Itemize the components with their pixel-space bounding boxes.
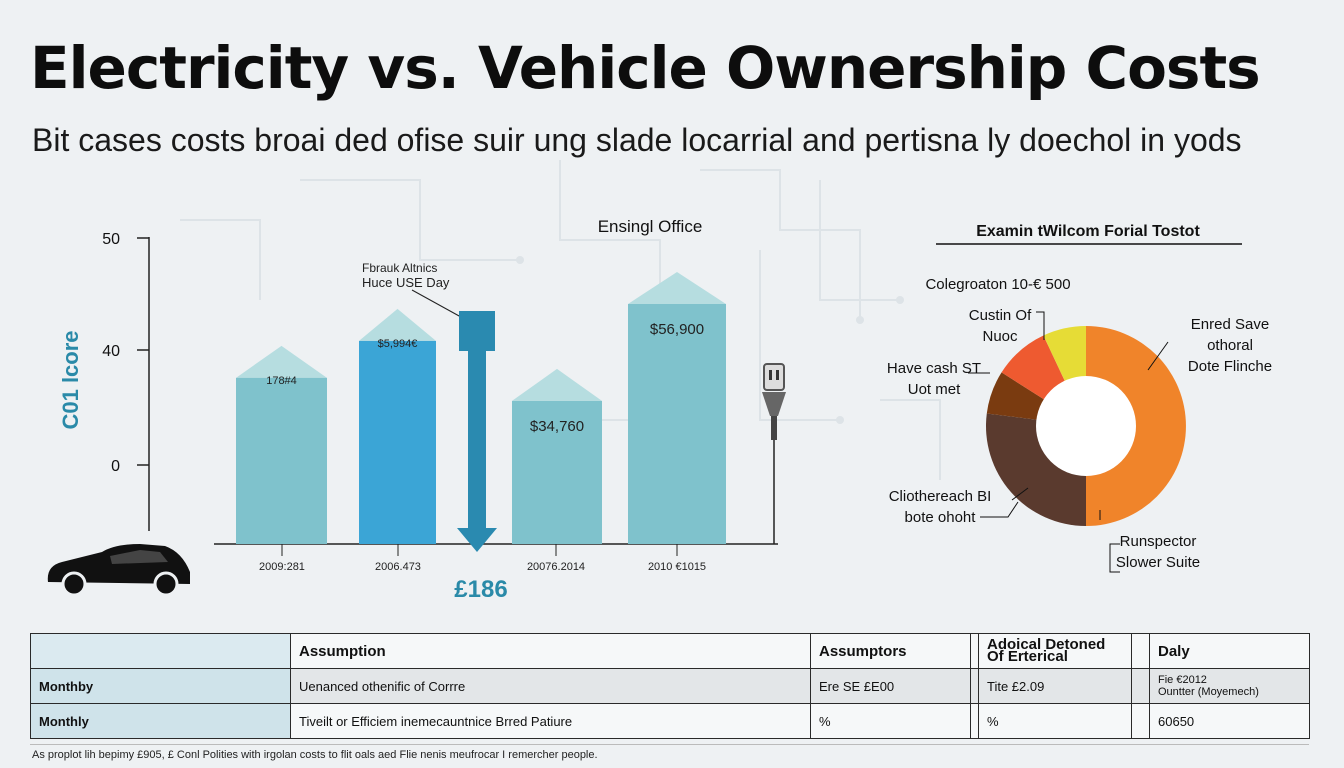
bar — [628, 304, 726, 544]
bar-chart-title: Ensingl Office — [598, 217, 703, 236]
y-tick-label: 40 — [102, 343, 120, 360]
footnote-divider — [30, 744, 1309, 745]
pie-leaders — [968, 311, 1169, 573]
annotation-arrow: Fbrauk Altnics Huce USE Day £186 — [362, 261, 508, 603]
car-icon — [47, 544, 191, 597]
bar-label: $5,994€ — [378, 338, 418, 350]
pie-slice-label: Cliothereach BI — [889, 488, 992, 505]
bar — [512, 400, 602, 544]
table-cell-line: Fie €2012 — [1158, 674, 1207, 686]
pie-slice-label: Custin Of — [969, 307, 1032, 324]
pie-slice-label: Runspector — [1120, 533, 1197, 550]
pie-slice-label: bote ohoht — [905, 509, 977, 526]
bar-chart: Ensingl Office C01 lcore 50 40 0 178#4 $5,9… — [47, 217, 786, 603]
table-cell-label: Monthby — [30, 668, 291, 704]
plug-icon — [762, 363, 786, 544]
pie-slice-label: Slower Suite — [1116, 554, 1200, 571]
bar-label: $34,760 — [530, 418, 584, 435]
table-cell: Tite £2.09 — [978, 668, 1132, 704]
page-title: Electricity vs. Vehicle Ownership Costs — [30, 34, 1261, 102]
bar-label: 178#4 — [266, 375, 297, 387]
pie-chart-title: Examin tWilcom Forial Tostot — [976, 223, 1200, 240]
table-header-cell — [30, 633, 291, 669]
bar-label: $56,900 — [650, 321, 704, 338]
table-cell-label: Monthly — [30, 703, 291, 739]
footnote: As proplot lih bepimy £905, £ Conl Polit… — [32, 749, 598, 761]
y-tick-label: 50 — [102, 231, 120, 248]
table-cell: % — [978, 703, 1132, 739]
annotation-label-2: Huce USE Day — [362, 275, 450, 290]
table-gap — [1131, 668, 1150, 704]
table-cell: % — [810, 703, 971, 739]
table-row: Monthly Tiveilt or Efficiem inemecauntni… — [30, 703, 1310, 739]
table-header-row: Assumption Assumptors Adoical Detoned Of… — [30, 633, 1310, 669]
pie-slice-label: Nuoc — [982, 328, 1018, 345]
bar-chart-ylabel: C01 lcore — [58, 330, 83, 429]
pie-top-label: Colegroaton 10-€ 500 — [925, 276, 1070, 293]
assumptions-table: Assumption Assumptors Adoical Detoned Of… — [30, 633, 1310, 739]
pie-slice-label: othoral — [1207, 337, 1253, 354]
annotation-label-1: Fbrauk Altnics — [362, 261, 437, 275]
table-header-cell: Assumption — [290, 633, 811, 669]
pie-slice-label: Uot met — [908, 381, 961, 398]
bar-roof — [236, 345, 327, 378]
table-gap — [1131, 703, 1150, 739]
table-cell: Fie €2012 Ountter (Moyemech) — [1149, 668, 1310, 704]
table-cell: Tiveilt or Efficiem inemecauntnice Brred… — [290, 703, 811, 739]
annotation-value: £186 — [454, 576, 507, 603]
x-tick-label: 20076.2014 — [527, 561, 585, 573]
table-gap — [970, 633, 979, 669]
table-header-cell: Adoical Detoned Of Erterical — [978, 633, 1132, 669]
table-gap — [970, 703, 979, 739]
x-tick-label: 2006.473 — [375, 561, 421, 573]
x-tick-label: 2010 €1015 — [648, 561, 706, 573]
table-cell: 60650 — [1149, 703, 1310, 739]
table-cell-line: Ountter (Moyemech) — [1158, 686, 1259, 698]
table-cell: Uenanced othenific of Corrre — [290, 668, 811, 704]
bar-roof — [359, 308, 436, 341]
table-gap — [970, 668, 979, 704]
table-cell: Ere SE £E00 — [810, 668, 971, 704]
bar-roof — [512, 368, 602, 401]
pie-slice-label: Have cash ST — [887, 360, 981, 377]
table-header-cell: Assumptors — [810, 633, 971, 669]
table-row: Monthby Uenanced othenific of Corrre Ere… — [30, 668, 1310, 704]
x-tick-label: 2009:281 — [259, 561, 305, 573]
table-header-cell: Daly — [1149, 633, 1310, 669]
pie-slice-label: Dote Flinche — [1188, 358, 1272, 375]
pie-slice-label: Enred Save — [1191, 316, 1269, 333]
bar-roof — [628, 272, 726, 304]
y-tick-label: 0 — [111, 458, 120, 475]
table-gap — [1131, 633, 1150, 669]
page-subtitle: Bit cases costs broai ded ofise suir ung… — [32, 122, 1242, 158]
bar — [236, 377, 327, 544]
pie-chart: Examin tWilcom Forial Tostot Colegroaton… — [887, 223, 1272, 573]
bar — [359, 340, 436, 544]
